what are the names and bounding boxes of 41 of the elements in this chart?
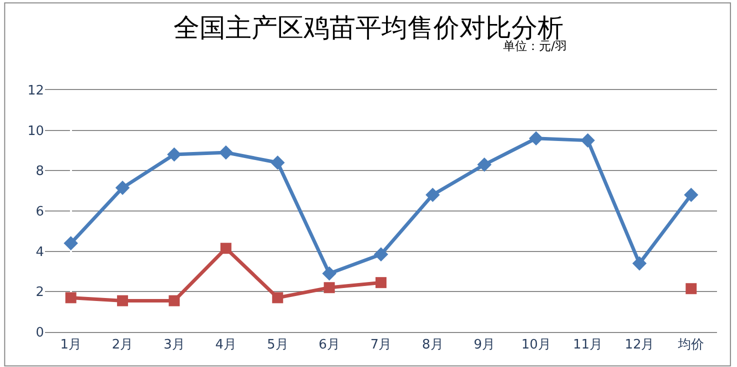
x-tick-label: 5月 [266, 338, 288, 353]
x-tick-label: 8月 [422, 338, 444, 353]
point [528, 131, 544, 146]
point [684, 188, 698, 202]
x-tick-label: 7月 [370, 338, 392, 353]
point [580, 133, 595, 148]
point [117, 295, 128, 306]
y-tick-label: 6 [36, 204, 44, 220]
x-tick-label: 10月 [521, 338, 551, 353]
point [64, 236, 78, 250]
point [167, 147, 182, 162]
x-tick-label: 4月 [215, 338, 237, 353]
point [65, 292, 76, 304]
y-tick-label: 0 [36, 326, 44, 341]
point [324, 282, 335, 294]
x-tick-label: 3月 [164, 338, 185, 353]
point [686, 283, 697, 294]
x-tick-label: 1月 [60, 338, 82, 353]
x-tick-label: 11月 [572, 338, 603, 353]
x-tick-label: 6月 [318, 338, 340, 353]
y-tick-label: 4 [36, 244, 44, 260]
point [322, 266, 336, 281]
y-tick-label: 8 [36, 164, 44, 180]
y-tick-label: 10 [27, 124, 44, 139]
point [168, 295, 180, 306]
point [426, 188, 440, 202]
point [632, 256, 647, 271]
point [477, 157, 492, 172]
x-tick-label: 2月 [112, 338, 134, 353]
x-tick-label: 均价 [677, 338, 704, 353]
point [220, 242, 232, 254]
y-tick-label: 12 [27, 84, 44, 99]
x-tick-label: 12月 [624, 338, 654, 353]
point [218, 145, 234, 160]
x-tick-label: 9月 [474, 338, 496, 353]
point [270, 155, 285, 170]
point [374, 247, 388, 262]
y-tick-label: 2 [36, 285, 44, 300]
point [376, 277, 386, 288]
point [115, 180, 130, 195]
point [272, 292, 284, 304]
